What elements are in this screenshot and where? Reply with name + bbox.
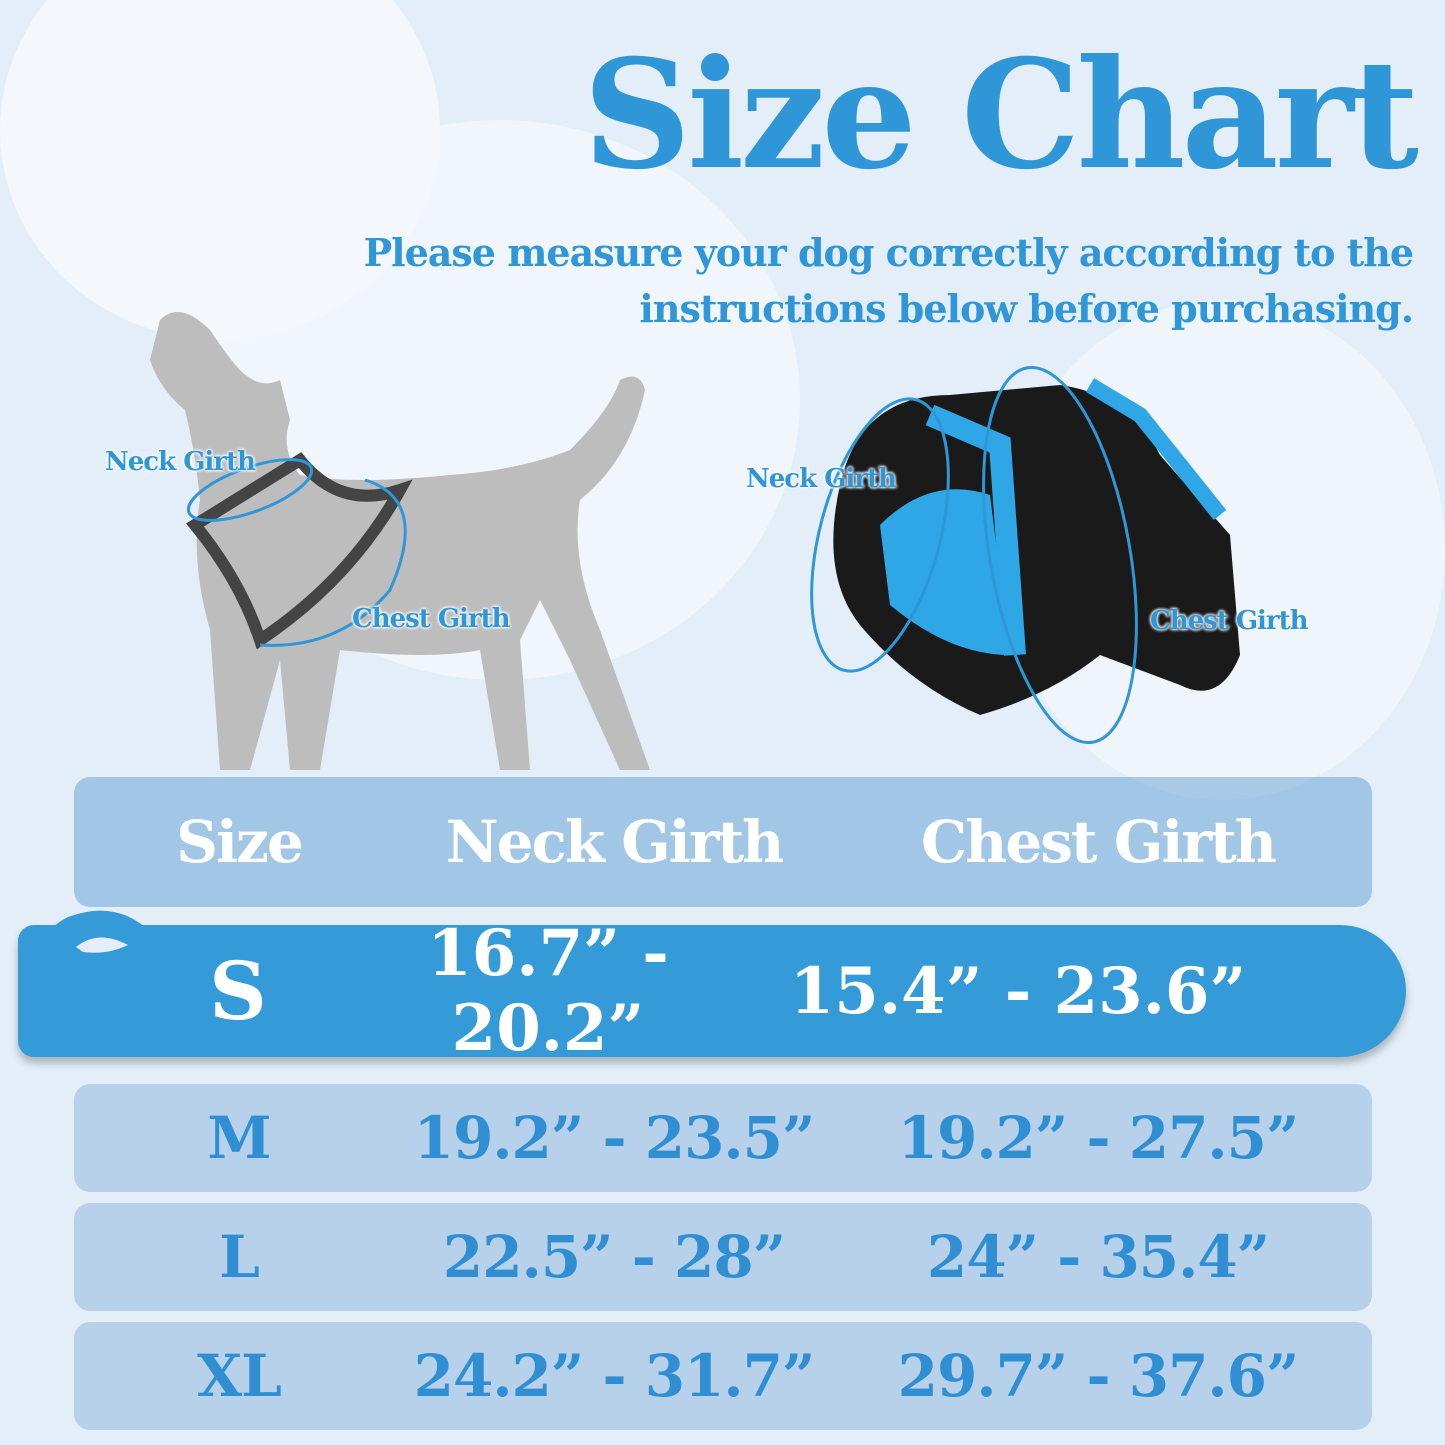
table-header: Size Neck Girth Chest Girth: [74, 777, 1372, 907]
dog-silhouette-illustration: [150, 312, 650, 770]
dog-chest-girth-label: Chest Girth: [352, 604, 511, 634]
subtitle: Please measure your dog correctly accord…: [363, 230, 1414, 331]
neck-cell: 22.5” - 28”: [442, 1223, 786, 1291]
harness-neck-girth-label: Neck Girth: [746, 464, 897, 494]
header-chest-girth: Chest Girth: [921, 808, 1277, 876]
chest-cell: 15.4” - 23.6”: [789, 953, 1247, 1029]
table-row: L 22.5” - 28” 24” - 35.4”: [74, 1203, 1372, 1311]
harness-illustration: [810, 365, 1240, 745]
table-row: M 19.2” - 23.5” 19.2” - 27.5”: [74, 1084, 1372, 1192]
size-cell: S: [209, 944, 267, 1038]
header-size: Size: [176, 808, 304, 876]
neck-cell: 19.2” - 23.5”: [413, 1104, 816, 1172]
header-neck-girth: Neck Girth: [445, 808, 785, 876]
chest-cell: 24” - 35.4”: [926, 1223, 1270, 1291]
page-title: Size Chart: [582, 27, 1419, 203]
table-row-highlighted: S 16.7” - 20.2” 15.4” - 23.6”: [18, 910, 1406, 1066]
harness-chest-girth-label: Chest Girth: [1150, 606, 1309, 636]
chest-cell: 19.2” - 27.5”: [897, 1104, 1300, 1172]
dog-head-icon: [36, 910, 156, 987]
size-cell: L: [219, 1223, 260, 1291]
neck-cell: 24.2” - 31.7”: [413, 1342, 816, 1410]
size-cell: M: [207, 1104, 271, 1172]
table-row: XL 24.2” - 31.7” 29.7” - 37.6”: [74, 1322, 1372, 1430]
chest-cell: 29.7” - 37.6”: [897, 1342, 1300, 1410]
neck-cell: 16.7” - 20.2”: [427, 916, 669, 1066]
dog-neck-girth-label: Neck Girth: [105, 447, 256, 477]
size-cell: XL: [197, 1342, 282, 1410]
